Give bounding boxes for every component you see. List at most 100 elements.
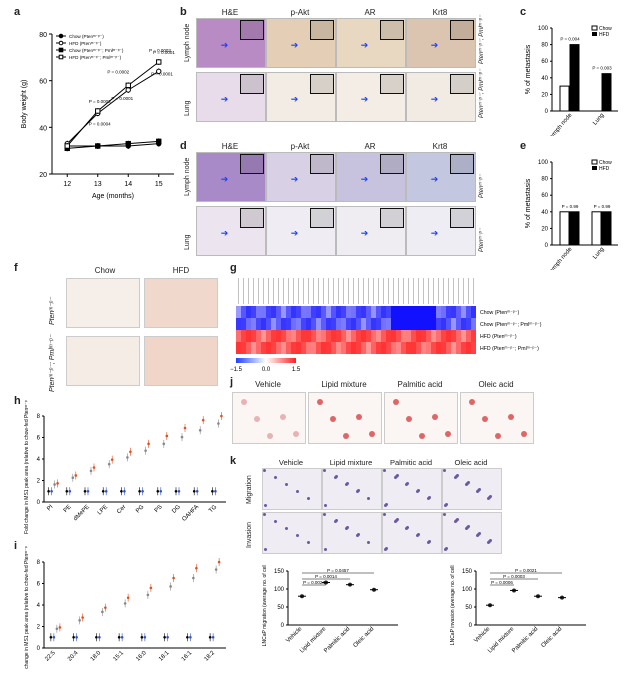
heatmap-cell [431,318,436,330]
cell-dot [478,488,481,491]
category-label: PS [154,504,164,514]
category-label: Palmitic acid [323,626,351,654]
data-point [147,442,150,446]
heatmap-cell [396,342,401,354]
data-point [53,483,56,486]
x-tick-label: 13 [94,181,102,188]
data-point [201,418,205,422]
f-row-2: Ptenᵐ⁻ᵖ⁻; Pmlᵐ⁻ᵖ⁻ [49,334,56,392]
y-tick-label: 40 [541,210,548,216]
heatmap-cell [426,342,431,354]
heatmap-cell [421,342,426,354]
heatmap-cell [361,342,366,354]
p-value: P = 0.003 [592,66,612,71]
data-point [174,489,178,493]
legend-marker [58,54,64,60]
heatmap-cell [246,306,251,318]
y-tick-label: 100 [462,587,473,593]
panel-label-j: j [230,376,234,388]
heatmap-cell [341,330,346,342]
panel-label-c: c [520,6,527,18]
heatmap-cell [406,318,411,330]
f-image-4 [144,336,218,386]
heatmap-cell [281,306,286,318]
data-point [217,560,221,564]
oil-red-image [232,392,306,444]
heatmap-cell [341,318,346,330]
category-label: dMePE [73,504,91,522]
p-value-annotation: P = 0.0001 [151,71,173,76]
data-point [198,428,202,432]
series-line [66,70,160,145]
legend-label: HFD (Ptenᵐ⁻ᵖ⁻) [69,41,102,46]
cell-dot [367,541,370,544]
histology-image: ➔ [336,152,406,202]
y-tick-label: 80 [541,43,548,49]
bar-hfd [569,44,580,112]
cell-dot [428,496,431,499]
data-point [125,82,131,89]
data-point [49,635,53,639]
y-tick-label: 6 [37,436,41,442]
data-point [220,414,223,418]
p-value-annotation: P = 0.0001 [153,50,175,55]
heatmap-cell [376,342,381,354]
heatmap-row-label: Chow (Ptenᵐ⁻ᵖ⁻; Pmlᵐ⁻ᵖ⁻) [480,322,542,328]
heatmap-cell [276,318,281,330]
metastasis-bar-chart-e: 0 20 40 60 80 100 % of metastasis Lymph node P =… [525,159,618,270]
data-point [177,489,181,493]
cell-dot [307,541,310,544]
cell-dot [478,532,481,535]
transwell-image [262,468,322,510]
y-tick-label: 20 [541,226,548,232]
heatmap-cell [341,342,346,354]
arrow-icon: ➔ [430,173,439,184]
legend-swatch-chow [591,25,598,31]
cell-dot [456,474,459,477]
y-tick-label: 60 [541,59,548,65]
genotype-label: Ptenᵐ⁻ᵖ⁻ [479,228,485,252]
cell-dot [428,540,431,543]
category-label: Vehicle [473,626,491,644]
data-point [163,635,166,639]
cell-dot [335,475,338,478]
p-value-annotation: P = 0.0003 [89,99,111,104]
zoom-inset [240,208,264,228]
y-tick-label: 50 [277,605,284,611]
data-point [195,489,199,493]
bar-chow [559,211,570,246]
stain-col-title: AR [364,8,376,17]
stained-cell [241,399,247,405]
arrow-icon: ➔ [220,173,229,184]
stained-cell [293,431,299,437]
stained-cell [521,431,527,437]
data-point [72,635,75,639]
heatmap-cell [316,318,321,330]
histology-image: ➔ [406,18,476,68]
stained-cell [280,414,286,420]
y-tick-label: 0 [281,623,285,629]
invasion-bar-chart: 0 50 100 150 LNCaP invasion (average no. of … [450,565,586,654]
p-value-annotation: P = 0.0002 [107,69,129,74]
stained-cell [495,433,501,439]
heatmap-cell [281,330,286,342]
heatmap-cell [466,342,471,354]
data-point [50,489,53,493]
heatmap-cell [236,306,241,318]
y-tick-label: 0 [469,623,473,629]
cell-dot [274,476,277,479]
data-point [125,87,131,93]
data-point [117,635,121,639]
zoom-inset [240,74,264,94]
stain-col-title: AR [364,142,376,151]
cell-dot [323,513,326,516]
y-tick-label: 80 [541,177,548,183]
y-tick-label: 40 [541,76,548,82]
panel-label-e: e [520,140,527,152]
y-tick-label: 50 [465,605,472,611]
heatmap-cell [296,330,301,342]
heatmap-cell [451,318,456,330]
data-point [98,635,101,639]
y-tick-label: 4 [37,603,41,609]
category-label: 18:0 [90,650,103,663]
